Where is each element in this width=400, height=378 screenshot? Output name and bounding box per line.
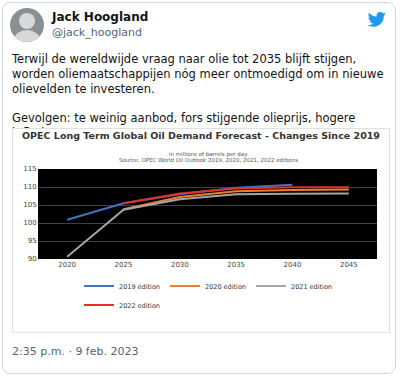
svg-text:Source: OPEC World Oil Outlook: Source: OPEC World Oil Outlook 2019, 202… bbox=[119, 157, 298, 163]
svg-text:2020: 2020 bbox=[58, 261, 76, 269]
svg-text:100: 100 bbox=[23, 219, 36, 227]
svg-text:105: 105 bbox=[23, 201, 36, 209]
svg-text:2022 edition: 2022 edition bbox=[119, 302, 160, 310]
svg-text:OPEC Long Term Global Oil Dema: OPEC Long Term Global Oil Demand Forecas… bbox=[22, 130, 380, 141]
svg-text:110: 110 bbox=[23, 183, 36, 191]
svg-text:95: 95 bbox=[28, 237, 37, 245]
svg-text:2020 edition: 2020 edition bbox=[205, 283, 246, 291]
svg-text:2035: 2035 bbox=[227, 261, 245, 269]
svg-text:2021 edition: 2021 edition bbox=[291, 283, 332, 291]
svg-text:in millions of barrels per day: in millions of barrels per day bbox=[169, 151, 248, 158]
svg-text:2040: 2040 bbox=[284, 261, 302, 269]
svg-text:115: 115 bbox=[23, 165, 36, 173]
svg-text:2045: 2045 bbox=[340, 261, 358, 269]
svg-text:2030: 2030 bbox=[171, 261, 189, 269]
svg-text:90: 90 bbox=[28, 255, 37, 263]
svg-text:2019 edition: 2019 edition bbox=[119, 283, 160, 291]
svg-text:2025: 2025 bbox=[115, 261, 133, 269]
